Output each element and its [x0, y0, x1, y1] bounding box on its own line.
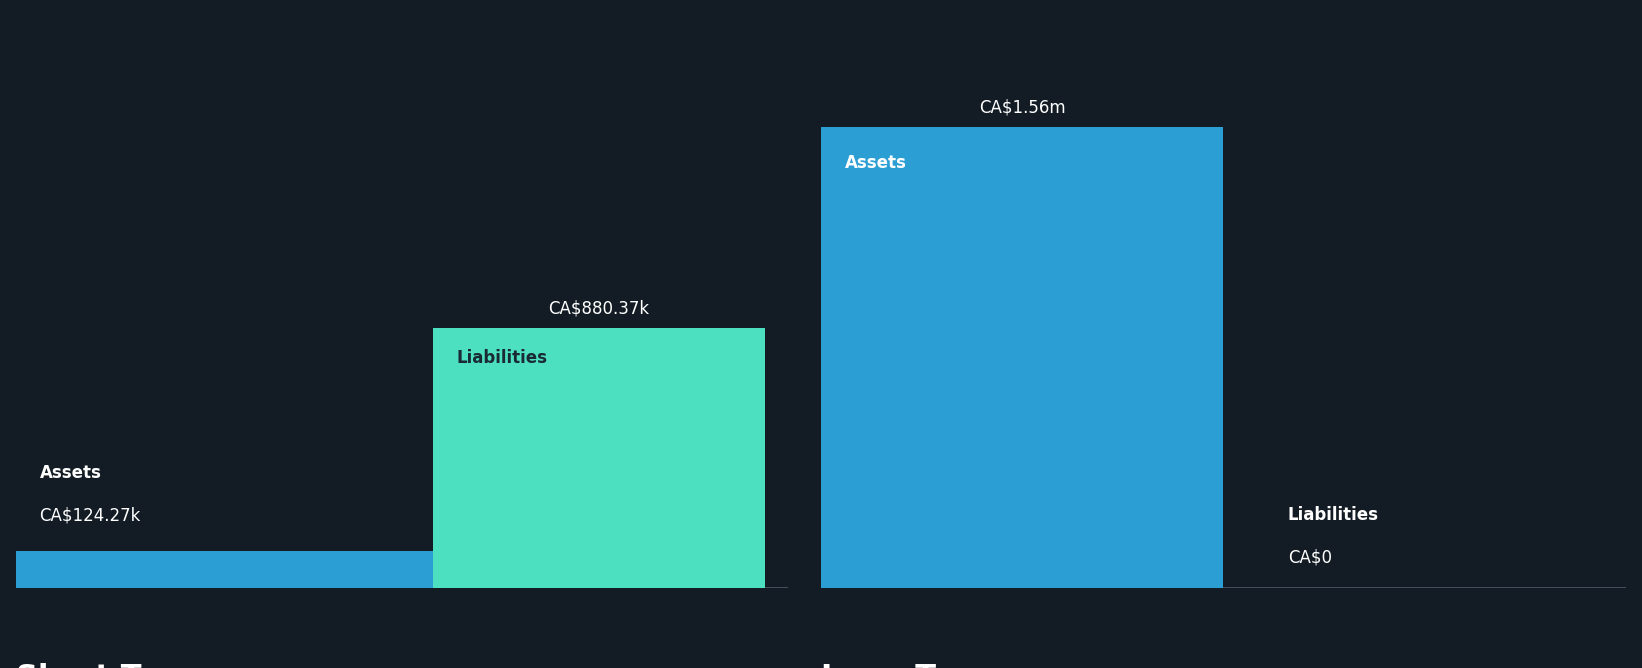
Text: CA$1.56m: CA$1.56m: [979, 98, 1066, 116]
Text: Assets: Assets: [846, 154, 906, 172]
Bar: [16, 551, 433, 588]
Text: CA$880.37k: CA$880.37k: [548, 299, 650, 317]
Text: Liabilities: Liabilities: [1287, 506, 1379, 524]
Text: Short Term: Short Term: [16, 663, 205, 668]
Text: Liabilities: Liabilities: [456, 349, 547, 367]
Text: CA$124.27k: CA$124.27k: [39, 506, 141, 524]
Bar: [433, 328, 765, 588]
Bar: [821, 127, 1223, 588]
Text: Assets: Assets: [39, 464, 102, 482]
Text: Long Term: Long Term: [821, 663, 1000, 668]
Text: CA$0: CA$0: [1287, 548, 1332, 566]
